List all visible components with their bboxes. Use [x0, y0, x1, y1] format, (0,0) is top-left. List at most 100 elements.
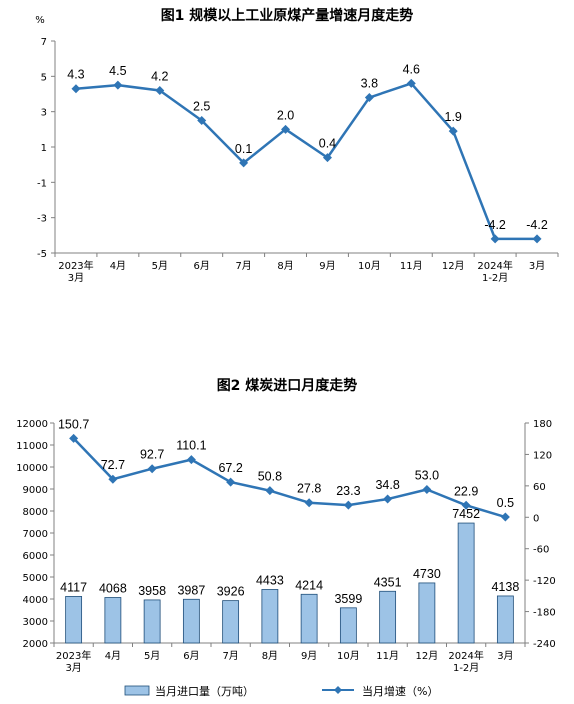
growth-label-5: 50.8 [258, 470, 282, 484]
growth-point-11 [500, 512, 510, 522]
x-tick-label-10: 2024年 1-2月 [448, 649, 483, 674]
growth-label-11: 0.5 [497, 496, 514, 510]
data-point-3 [197, 116, 207, 125]
growth-label-7: 23.3 [336, 484, 360, 498]
y-right-tick-label-5: -120 [533, 576, 556, 587]
y-right-tick-label-3: 0 [533, 513, 539, 524]
x-tick-label-9: 12月 [416, 650, 439, 662]
y-right-tick-label-6: -180 [533, 608, 556, 619]
bar-label-10: 7452 [452, 507, 480, 521]
x-tick-label-7: 10月 [337, 650, 360, 662]
data-point-2 [155, 85, 165, 95]
x-tick-label-0: 2023年 3月 [56, 649, 91, 674]
data-point-11 [532, 234, 542, 244]
x-tick-label-3: 6月 [183, 650, 199, 662]
y-right-tick-label-4: -60 [533, 545, 549, 556]
y-left-tick-label-1: 11000 [16, 441, 48, 452]
x-tick-label-6: 9月 [319, 260, 335, 272]
bar-label-3: 3987 [177, 583, 205, 597]
y-left-tick-label-7: 5000 [23, 573, 48, 584]
import-bar-11 [496, 595, 514, 644]
legend-diamond-marker [334, 686, 342, 694]
data-point-9 [448, 126, 458, 136]
bar-label-11: 4138 [491, 580, 519, 594]
growth-label-10: 22.9 [454, 484, 478, 498]
y-tick-label-1: 5 [41, 72, 47, 83]
y-tick-label-5: -3 [37, 214, 47, 225]
data-label-2: 4.2 [151, 69, 168, 83]
growth-point-8 [383, 494, 393, 504]
y-right-tick-label-1: 120 [533, 450, 552, 461]
x-tick-label-4: 7月 [235, 260, 251, 272]
data-label-3: 2.5 [193, 100, 210, 114]
growth-label-9: 53.0 [415, 469, 439, 483]
growth-point-0 [69, 433, 79, 443]
y-tick-label-6: -5 [37, 249, 47, 260]
y-left-tick-label-6: 6000 [23, 551, 48, 562]
growth-label-4: 67.2 [218, 461, 242, 475]
import-bar-6 [300, 593, 318, 644]
chart-2-legend: 当月进口量（万吨） 当月增速（%） [124, 684, 438, 698]
data-label-1: 4.5 [109, 64, 126, 78]
x-tick-label-2: 5月 [152, 260, 168, 272]
chart-1-data-labels: 4.3 4.5 4.2 2.5 0.1 2.0 0.4 3.8 4.6 1.9 -4.2 -4.2 [67, 62, 548, 231]
x-tick-label-11: 3月 [529, 260, 545, 272]
x-tick-label-11: 3月 [497, 650, 513, 662]
growth-point-6 [304, 498, 314, 508]
chart-2: 图2 煤炭进口月度走势 12000 11000 10000 9000 8000 7000 6… [16, 377, 556, 698]
x-tick-label-8: 11月 [400, 260, 423, 272]
y-left-tick-label-3: 9000 [23, 485, 48, 496]
chart-1-series-line [75, 82, 538, 241]
chart-1-title: 图1 规模以上工业原煤产量增速月度走势 [161, 7, 414, 24]
growth-label-3: 110.1 [176, 439, 206, 453]
import-bar-7 [339, 607, 357, 644]
bar-label-1: 4068 [99, 582, 127, 596]
growth-label-1: 72.7 [101, 458, 125, 472]
data-label-10: -4.2 [484, 218, 506, 232]
data-point-0 [71, 84, 81, 94]
data-label-7: 3.8 [361, 77, 378, 91]
chart-1-y-unit: % [35, 15, 45, 26]
bar-label-7: 3599 [334, 592, 362, 606]
y-left-tick-label-2: 10000 [16, 463, 48, 474]
growth-point-7 [343, 500, 353, 510]
import-bar-5 [261, 589, 279, 644]
legend-line-label: 当月增速（%） [362, 684, 438, 698]
x-tick-label-8: 11月 [376, 650, 399, 662]
data-label-0: 4.3 [67, 68, 84, 82]
chart-1-points [71, 78, 542, 244]
bar-label-5: 4433 [256, 573, 284, 587]
data-point-7 [364, 93, 374, 103]
chart-2-bars [65, 522, 514, 644]
bar-label-6: 4214 [295, 578, 323, 592]
y-tick-label-0: 7 [41, 37, 47, 48]
bar-label-0: 4117 [60, 580, 87, 594]
y-left-tick-label-0: 12000 [16, 419, 48, 430]
data-label-6: 0.4 [319, 137, 336, 151]
import-bar-4 [222, 600, 240, 644]
x-tick-label-3: 6月 [194, 260, 210, 272]
chart-2-title: 图2 煤炭进口月度走势 [217, 377, 358, 394]
x-tick-label-2: 5月 [144, 650, 160, 662]
import-bar-0 [65, 596, 83, 644]
x-tick-label-4: 7月 [222, 650, 238, 662]
series-line [75, 82, 538, 241]
growth-label-6: 27.8 [297, 482, 321, 496]
legend-bar-label: 当月进口量（万吨） [155, 684, 254, 698]
data-label-4: 0.1 [235, 142, 252, 156]
y-left-tick-label-5: 7000 [23, 529, 48, 540]
growth-line [72, 437, 506, 519]
x-tick-label-1: 4月 [105, 650, 121, 662]
y-left-tick-label-10: 2000 [23, 639, 48, 650]
import-bar-1 [104, 597, 122, 644]
data-point-1 [113, 80, 123, 90]
y-tick-label-3: 1 [41, 143, 47, 154]
chart-2-data-labels: 4117 4068 3958 3987 3926 4433 4214 3599 4351 4730… [58, 417, 519, 605]
x-tick-label-6: 9月 [301, 650, 317, 662]
chart-1-axes: 7 5 3 1 -1 -3 -5 2023年 3月 4月 5月 6月 7月 8月 9月 10月 11月 12月 20… [37, 37, 559, 284]
chart-1: 图1 规模以上工业原煤产量增速月度走势 % 7 5 3 1 -1 -3 -5 2023年 3月 4… [35, 7, 559, 284]
growth-label-2: 92.7 [140, 448, 164, 462]
y-left-tick-label-9: 3000 [23, 617, 48, 628]
growth-point-5 [265, 486, 275, 496]
